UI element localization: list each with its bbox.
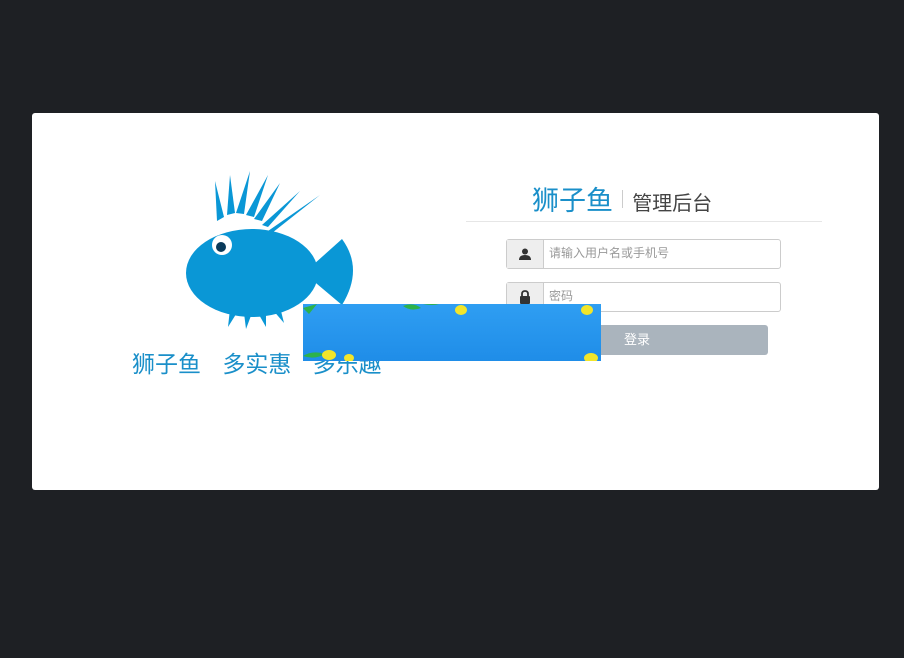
slogan-part-1: 狮子鱼	[132, 352, 201, 378]
header-divider	[466, 221, 822, 222]
slogan-part-2: 多实惠	[222, 352, 292, 378]
brand-subtitle: 管理后台	[632, 191, 713, 215]
username-field	[506, 239, 781, 269]
login-card: 狮子鱼 多实惠 多乐趣 狮子鱼 管理后台 登录	[32, 113, 879, 490]
brand-name: 狮子鱼	[532, 186, 613, 217]
user-icon	[507, 240, 544, 268]
lionfish-logo	[186, 171, 353, 329]
banner-leaves	[303, 304, 598, 361]
brand-separator	[622, 190, 624, 208]
username-input[interactable]	[544, 240, 780, 266]
brand-title: 狮子鱼 管理后台	[532, 179, 712, 218]
overlay-banner	[303, 304, 601, 361]
